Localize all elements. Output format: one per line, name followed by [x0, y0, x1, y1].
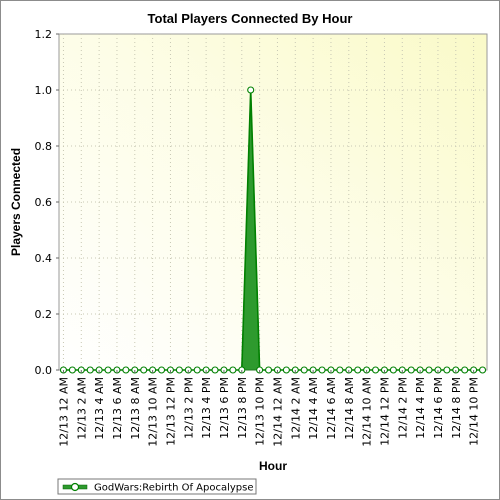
x-tick-label: 12/13 10 AM [147, 377, 160, 447]
x-tick-label: 12/13 2 AM [75, 377, 88, 440]
x-tick-label: 12/13 4 AM [93, 377, 106, 440]
x-tick-label: 12/14 2 AM [289, 377, 302, 440]
data-point [104, 366, 112, 374]
x-tick-label: 12/14 12 PM [378, 377, 391, 446]
data-point [336, 366, 344, 374]
legend-label: GodWars:Rebirth Of Apocalypse [94, 483, 254, 494]
grid-lines [59, 34, 487, 370]
legend-marker [70, 482, 80, 492]
data-point [211, 366, 219, 374]
data-point [425, 366, 433, 374]
y-tick-label: 0.4 [35, 252, 53, 265]
x-tick-label: 12/14 4 PM [414, 377, 427, 439]
x-tick-label: 12/13 4 PM [200, 377, 213, 439]
y-axis-title: Players Connected [9, 148, 23, 256]
data-point [282, 366, 290, 374]
data-point [318, 366, 326, 374]
x-tick-label: 12/14 8 PM [450, 377, 463, 439]
x-tick-label: 12/13 8 PM [236, 377, 249, 439]
x-tick-label: 12/13 12 AM [57, 377, 70, 447]
y-tick-label: 1.0 [35, 84, 53, 97]
data-point [443, 366, 451, 374]
x-tick-label: 12/14 2 PM [396, 377, 409, 439]
x-tick-label: 12/14 6 PM [432, 377, 445, 439]
x-tick-label: 12/14 10 AM [361, 377, 374, 447]
data-point [247, 86, 255, 94]
x-tick-label: 12/13 10 PM [254, 377, 267, 446]
data-point [407, 366, 415, 374]
x-tick-label: 12/13 6 PM [218, 377, 231, 439]
y-tick-label: 0.6 [35, 196, 53, 209]
data-point [478, 366, 487, 374]
chart-title: Total Players Connected By Hour [148, 11, 353, 26]
x-axis-ticks: 12/13 12 AM 12/13 2 AM 12/13 4 AM 12/13 6 A… [57, 370, 481, 447]
y-tick-label: 0.8 [35, 140, 53, 153]
x-tick-label: 12/14 12 AM [271, 377, 284, 447]
x-tick-label: 12/13 2 PM [182, 377, 195, 439]
x-axis-title: Hour [259, 459, 287, 473]
y-tick-label: 0.0 [35, 364, 53, 377]
y-tick-label: 1.2 [35, 28, 53, 41]
x-tick-label: 12/14 10 PM [468, 377, 481, 446]
y-axis-ticks: 0.0 0.2 0.4 0.6 0.8 1.0 1.2 [35, 28, 59, 377]
data-point [354, 366, 362, 374]
x-tick-label: 12/14 8 AM [343, 377, 356, 440]
data-point [122, 366, 130, 374]
data-point [264, 366, 273, 374]
legend-box [57, 478, 257, 495]
x-tick-label: 12/14 4 AM [307, 377, 320, 440]
data-point [175, 366, 183, 374]
data-point [229, 366, 237, 374]
x-tick-label: 12/13 6 AM [111, 377, 124, 440]
x-tick-label: 12/13 12 PM [164, 377, 177, 446]
legend: GodWars:Rebirth Of Apocalypse [57, 478, 257, 495]
data-point [371, 366, 380, 374]
data-point [68, 366, 76, 374]
data-point [193, 366, 201, 374]
data-point [300, 366, 308, 374]
x-tick-label: 12/13 8 AM [129, 377, 142, 440]
y-tick-label: 0.2 [35, 308, 53, 321]
x-tick-label: 12/14 6 AM [325, 377, 338, 440]
data-point [461, 366, 469, 374]
data-point [140, 366, 148, 374]
data-point [389, 366, 397, 374]
data-point [157, 366, 166, 374]
data-point [86, 366, 94, 374]
